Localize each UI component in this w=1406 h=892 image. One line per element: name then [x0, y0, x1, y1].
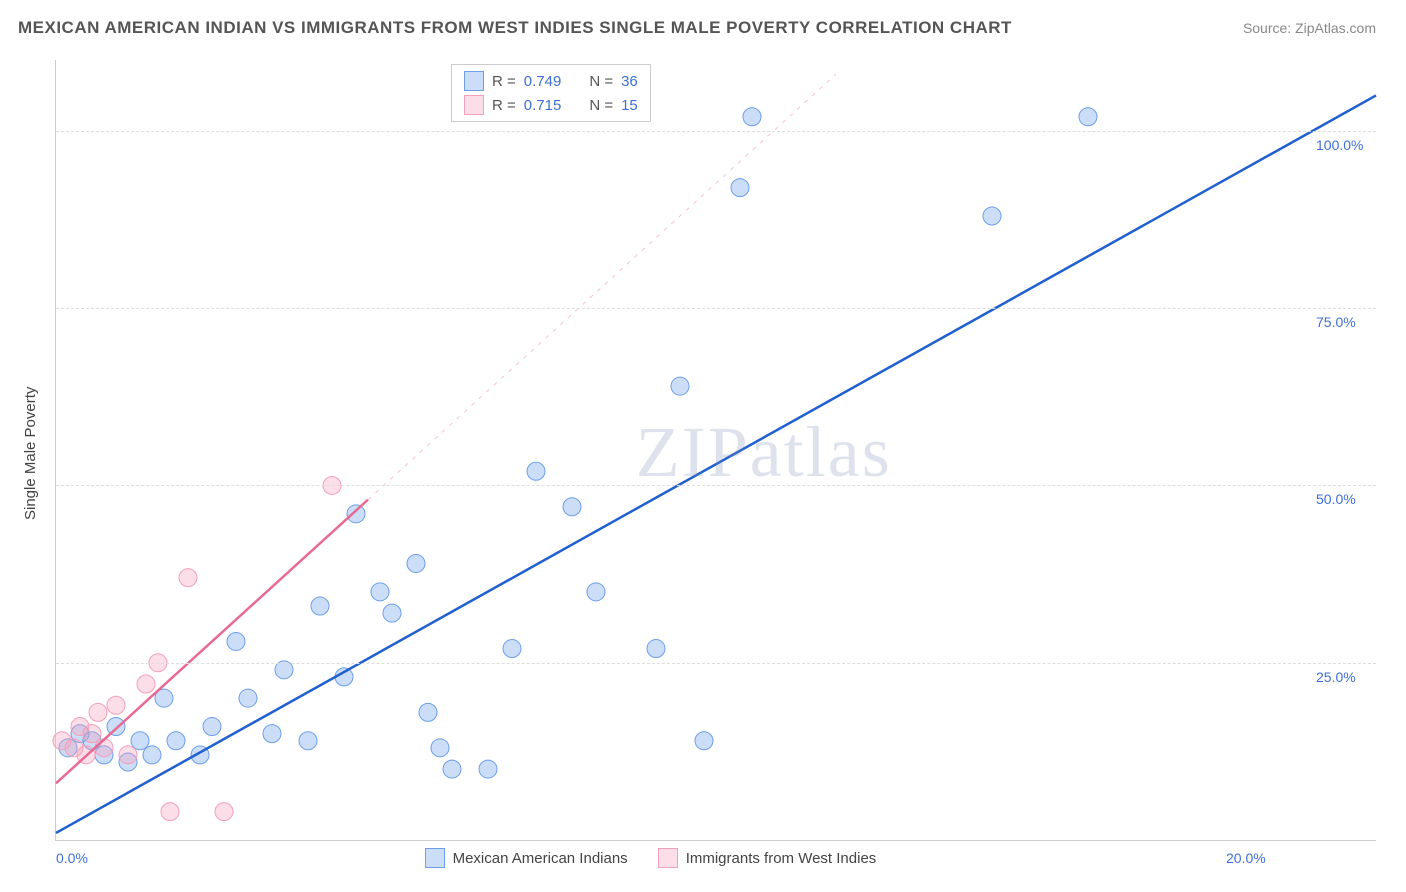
data-point-mexican-american-indians	[167, 732, 185, 750]
series-legend-label: Mexican American Indians	[453, 850, 628, 867]
y-tick-label: 50.0%	[1316, 491, 1356, 507]
data-point-mexican-american-indians	[239, 689, 257, 707]
data-point-mexican-american-indians	[983, 207, 1001, 225]
data-point-mexican-american-indians	[1079, 108, 1097, 126]
chart-container: MEXICAN AMERICAN INDIAN VS IMMIGRANTS FR…	[0, 0, 1406, 892]
data-point-mexican-american-indians	[131, 732, 149, 750]
plot-area: 25.0%50.0%75.0%100.0%0.0%20.0%	[55, 60, 1376, 841]
r-label: R =	[492, 73, 516, 90]
data-point-mexican-american-indians	[527, 462, 545, 480]
data-point-mexican-american-indians	[263, 725, 281, 743]
data-point-mexican-american-indians	[311, 597, 329, 615]
source-attribution: Source: ZipAtlas.com	[1243, 20, 1376, 36]
legend-swatch	[464, 71, 484, 91]
data-point-immigrants-west-indies	[137, 675, 155, 693]
data-point-mexican-american-indians	[647, 640, 665, 658]
data-point-mexican-american-indians	[383, 604, 401, 622]
data-point-mexican-american-indians	[695, 732, 713, 750]
source-label: Source:	[1243, 20, 1295, 36]
scatter-svg	[56, 60, 1376, 840]
r-legend-row-mexican-american-indians: R = 0.749 N = 36	[464, 69, 638, 93]
series-legend-item-mexican-american-indians: Mexican American Indians	[425, 848, 628, 868]
n-label: N =	[589, 73, 613, 90]
data-point-mexican-american-indians	[203, 718, 221, 736]
series-legend-item-immigrants-west-indies: Immigrants from West Indies	[658, 848, 877, 868]
gridline	[56, 131, 1376, 132]
data-point-mexican-american-indians	[503, 640, 521, 658]
y-tick-label: 75.0%	[1316, 314, 1356, 330]
n-label: N =	[589, 97, 613, 114]
n-value: 15	[621, 97, 638, 114]
data-point-immigrants-west-indies	[179, 569, 197, 587]
data-point-mexican-american-indians	[371, 583, 389, 601]
data-point-immigrants-west-indies	[215, 803, 233, 821]
y-axis-label: Single Male Poverty	[22, 387, 39, 520]
gridline	[56, 485, 1376, 486]
legend-swatch	[658, 848, 678, 868]
data-point-mexican-american-indians	[347, 505, 365, 523]
data-point-immigrants-west-indies	[119, 746, 137, 764]
data-point-mexican-american-indians	[143, 746, 161, 764]
chart-title: MEXICAN AMERICAN INDIAN VS IMMIGRANTS FR…	[18, 18, 1012, 38]
n-value: 36	[621, 73, 638, 90]
data-point-mexican-american-indians	[443, 760, 461, 778]
correlation-legend: R = 0.749 N = 36 R = 0.715 N = 15	[451, 64, 651, 122]
data-point-mexican-american-indians	[563, 498, 581, 516]
data-point-immigrants-west-indies	[95, 739, 113, 757]
y-tick-label: 100.0%	[1316, 137, 1363, 153]
legend-swatch	[464, 95, 484, 115]
series-legend: Mexican American Indians Immigrants from …	[425, 848, 877, 868]
data-point-immigrants-west-indies	[83, 725, 101, 743]
trend-line-mexican-american-indians	[56, 95, 1376, 832]
data-point-immigrants-west-indies	[89, 703, 107, 721]
series-legend-label: Immigrants from West Indies	[686, 850, 877, 867]
data-point-mexican-american-indians	[227, 632, 245, 650]
data-point-mexican-american-indians	[299, 732, 317, 750]
r-label: R =	[492, 97, 516, 114]
data-point-immigrants-west-indies	[161, 803, 179, 821]
r-value: 0.749	[524, 73, 562, 90]
trend-line-immigrants-west-indies	[56, 500, 368, 784]
r-legend-row-immigrants-west-indies: R = 0.715 N = 15	[464, 93, 638, 117]
data-point-mexican-american-indians	[407, 554, 425, 572]
data-point-mexican-american-indians	[731, 179, 749, 197]
x-tick-label: 20.0%	[1226, 850, 1266, 866]
data-point-mexican-american-indians	[431, 739, 449, 757]
data-point-mexican-american-indians	[479, 760, 497, 778]
legend-swatch	[425, 848, 445, 868]
y-tick-label: 25.0%	[1316, 669, 1356, 685]
data-point-mexican-american-indians	[419, 703, 437, 721]
data-point-immigrants-west-indies	[107, 696, 125, 714]
x-tick-label: 0.0%	[56, 850, 88, 866]
data-point-mexican-american-indians	[587, 583, 605, 601]
gridline	[56, 308, 1376, 309]
data-point-mexican-american-indians	[671, 377, 689, 395]
source-name: ZipAtlas.com	[1295, 20, 1376, 36]
gridline	[56, 663, 1376, 664]
r-value: 0.715	[524, 97, 562, 114]
data-point-mexican-american-indians	[743, 108, 761, 126]
